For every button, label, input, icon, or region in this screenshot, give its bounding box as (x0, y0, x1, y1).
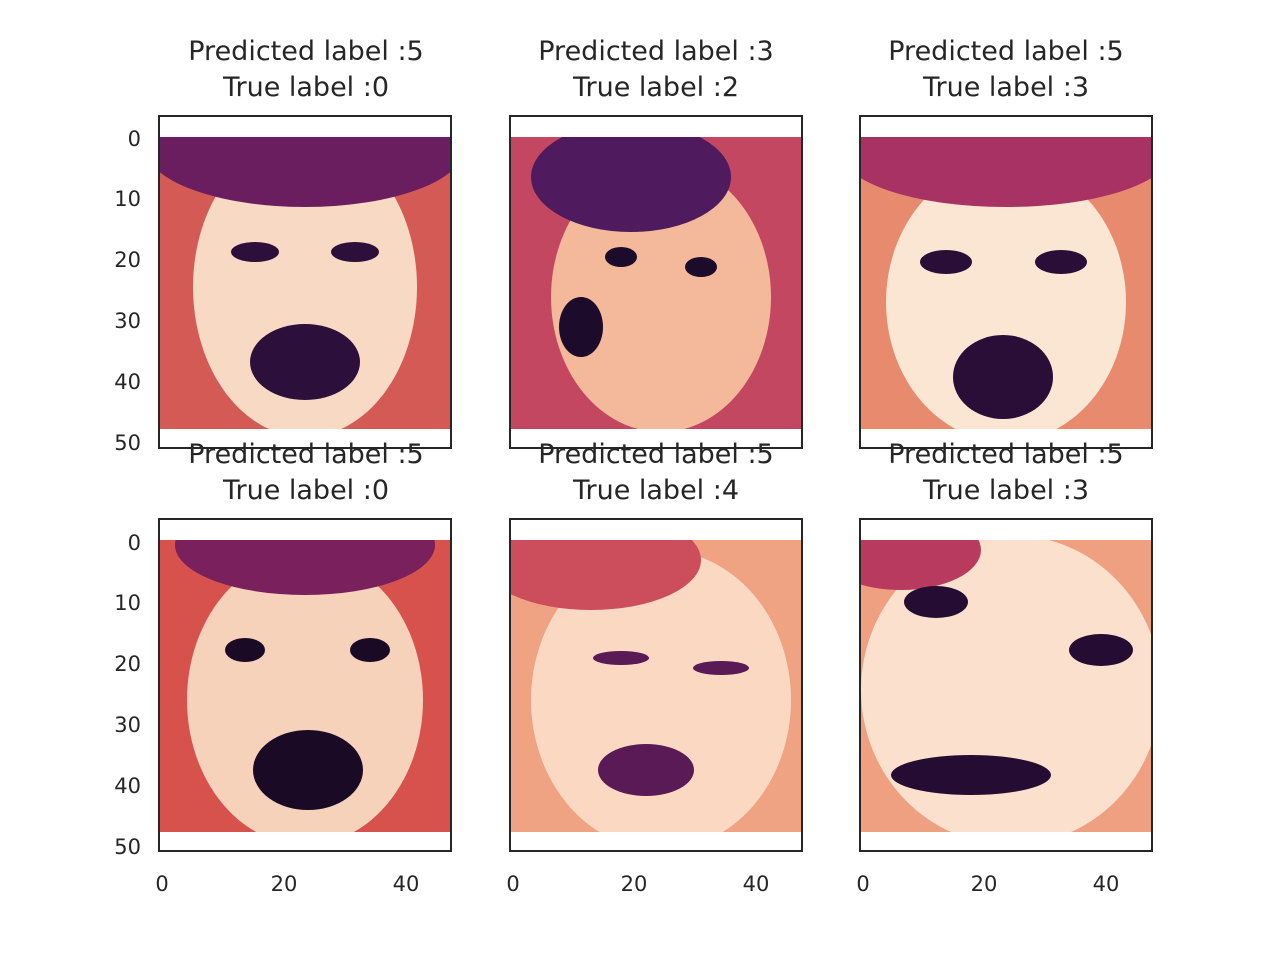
subplot-2-true-label: True label :2 (572, 72, 740, 103)
subplot-6-face-image (861, 540, 1151, 832)
subplot-1-frame (158, 115, 452, 449)
face-hair (531, 137, 731, 232)
face-mouth (953, 335, 1053, 419)
face-eye-left (605, 247, 637, 267)
y-tick-r2-30: 30 (114, 713, 141, 737)
y-tick-r2-50: 50 (114, 835, 141, 859)
x-tick-c1-0: 0 (155, 872, 169, 896)
y-tick-r1-50: 50 (114, 431, 141, 455)
subplot-6 (859, 518, 1153, 852)
x-tick-c2-40: 40 (742, 872, 770, 896)
face-eye-left (904, 586, 968, 618)
y-tick-r1-20: 20 (114, 248, 141, 272)
x-tick-c3-20: 20 (970, 872, 998, 896)
x-tick-c3-40: 40 (1092, 872, 1120, 896)
subplot-1-predicted-label: Predicted label :5 (188, 36, 424, 67)
subplot-1-face-image (160, 137, 450, 429)
face-mouth (598, 744, 694, 796)
face-eye-right (685, 257, 717, 277)
x-tick-c3-0: 0 (856, 872, 870, 896)
face-eye-left (920, 250, 972, 274)
subplot-4-true-label: True label :0 (222, 475, 390, 506)
face-hair (861, 137, 1151, 207)
subplot-1 (158, 115, 452, 449)
face-eye-left (231, 242, 279, 262)
x-tick-c2-0: 0 (506, 872, 520, 896)
y-tick-r2-10: 10 (114, 591, 141, 615)
face-hair (160, 137, 450, 207)
x-tick-c1-20: 20 (270, 872, 298, 896)
face-eye-right (350, 638, 390, 662)
subplot-6-true-label: True label :3 (922, 475, 1090, 506)
face-skin (193, 137, 417, 429)
subplot-5-frame (509, 518, 803, 852)
face-eye-left (593, 651, 649, 665)
face-skin (531, 550, 791, 832)
face-eye-right (1035, 250, 1087, 274)
subplot-3-face-image (861, 137, 1151, 429)
subplot-4-frame (158, 518, 452, 852)
x-tick-c2-20: 20 (620, 872, 648, 896)
subplot-6-predicted-label: Predicted label :5 (888, 439, 1124, 470)
face-skin (886, 162, 1126, 429)
face-eye-right (693, 661, 749, 675)
y-tick-r1-40: 40 (114, 370, 141, 394)
subplot-2-predicted-label: Predicted label :3 (538, 36, 774, 67)
subplot-3-title: Predicted label :5 True label :3 (826, 34, 1186, 106)
subplot-2 (509, 115, 803, 449)
subplot-5-true-label: True label :4 (572, 475, 740, 506)
subplot-6-frame (859, 518, 1153, 852)
face-mouth (250, 324, 360, 400)
subplot-2-title: Predicted label :3 True label :2 (476, 34, 836, 106)
y-tick-r2-0: 0 (127, 531, 141, 555)
subplot-6-title: Predicted label :5 True label :3 (826, 437, 1186, 509)
subplot-4-predicted-label: Predicted label :5 (188, 439, 424, 470)
subplot-5-title: Predicted label :5 True label :4 (476, 437, 836, 509)
subplot-3-frame (859, 115, 1153, 449)
subplot-5-predicted-label: Predicted label :5 (538, 439, 774, 470)
subplot-2-frame (509, 115, 803, 449)
face-mouth (253, 730, 363, 810)
x-tick-c1-40: 40 (392, 872, 420, 896)
y-tick-r2-20: 20 (114, 652, 141, 676)
subplot-4 (158, 518, 452, 852)
y-tick-r1-10: 10 (114, 187, 141, 211)
subplot-1-true-label: True label :0 (222, 72, 390, 103)
y-tick-r1-0: 0 (127, 127, 141, 151)
subplot-5-face-image (511, 540, 801, 832)
face-eye-left (225, 638, 265, 662)
face-mouth (891, 755, 1051, 795)
subplot-4-title: Predicted label :5 True label :0 (126, 437, 486, 509)
subplot-3-true-label: True label :3 (922, 72, 1090, 103)
face-hair (861, 540, 981, 590)
subplot-4-face-image (160, 540, 450, 832)
face-hair (175, 540, 435, 595)
face-mouth (559, 297, 603, 357)
face-eye-right (331, 242, 379, 262)
subplot-1-title: Predicted label :5 True label :0 (126, 34, 486, 106)
face-skin (187, 555, 423, 832)
subplot-2-face-image (511, 137, 801, 429)
subplot-3 (859, 115, 1153, 449)
y-tick-r1-30: 30 (114, 309, 141, 333)
subplot-5 (509, 518, 803, 852)
y-tick-r2-40: 40 (114, 774, 141, 798)
face-hair (511, 540, 701, 610)
face-eye-right (1069, 634, 1133, 666)
subplot-3-predicted-label: Predicted label :5 (888, 36, 1124, 67)
